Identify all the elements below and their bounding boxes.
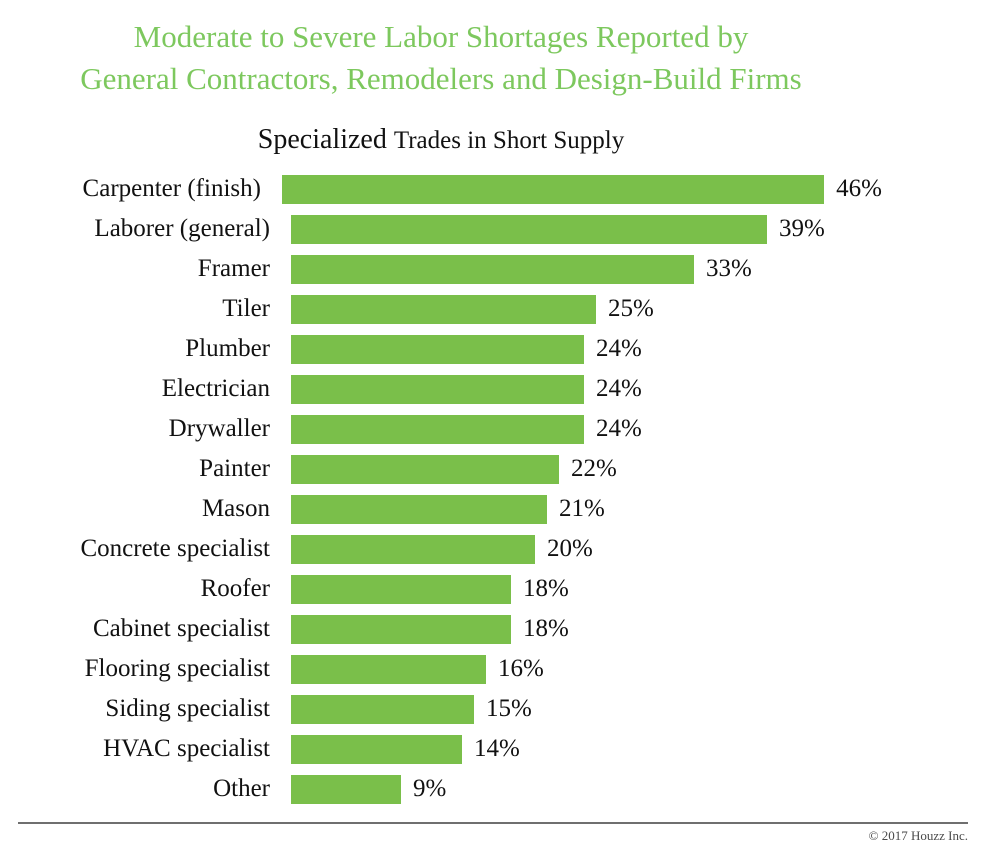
bar-value: 24% [596,335,642,362]
bar-row: Plumber 24% [0,329,882,369]
bar-value: 24% [596,375,642,402]
bar-label: Concrete specialist [80,535,270,562]
bar-value: 15% [486,695,532,722]
bar-row: Flooring specialist 16% [0,649,882,689]
bar-value: 25% [608,295,654,322]
bar-label: Carpenter (finish) [82,175,261,202]
bar-row: Painter 22% [0,449,882,489]
bar-label: Tiler [222,295,270,322]
title-line-2: General Contractors, Remodelers and Desi… [80,61,802,96]
bar-label: Painter [199,455,270,482]
bar-value: 18% [523,615,569,642]
bar [291,534,535,564]
bar-value: 39% [779,215,825,242]
bar-label: Plumber [185,335,270,362]
bar-row: Carpenter (finish) 46% [0,169,882,209]
page-title: Moderate to Severe Labor Shortages Repor… [0,0,882,100]
bar [291,214,767,244]
bar [291,734,462,764]
bar [291,414,584,444]
chart-subtitle: Specialized Trades in Short Supply [0,124,882,156]
bar-row: HVAC specialist 14% [0,729,882,769]
bar-label: Mason [201,495,270,522]
subtitle-rest: Trades in Short Supply [393,127,625,154]
bar [281,174,825,204]
bar [291,654,486,684]
subtitle-lead: Specialized [257,124,387,155]
bar-chart: Carpenter (finish) 46% Laborer (general)… [0,169,882,809]
bar-label: Other [213,775,270,802]
bar [291,574,511,604]
bar-label: Laborer (general) [94,215,270,242]
bar [291,494,547,524]
bar-label: Cabinet specialist [92,615,270,642]
bar [291,254,694,284]
bar-label: Framer [197,255,270,282]
bar [291,334,584,364]
bar-row: Electrician 24% [0,369,882,409]
bar-value: 22% [571,455,617,482]
bar-row: Roofer 18% [0,569,882,609]
bar-value: 46% [836,175,882,202]
bar-label: Roofer [200,575,270,602]
bar-row: Other 9% [0,769,882,809]
bar-row: Framer 33% [0,249,882,289]
bar-row: Cabinet specialist 18% [0,609,882,649]
bar [291,614,511,644]
copyright-notice: © 2017 Houzz Inc. [868,828,968,843]
footer-divider [18,822,968,824]
chart-content: Moderate to Severe Labor Shortages Repor… [0,0,882,809]
bar-value: 14% [474,735,520,762]
bar [291,454,559,484]
bar-row: Laborer (general) 39% [0,209,882,249]
bar-label: Flooring specialist [84,655,270,682]
bar-value: 20% [547,535,593,562]
bar [291,374,584,404]
title-line-1: Moderate to Severe Labor Shortages Repor… [133,19,749,54]
bar [291,694,474,724]
bar [291,774,401,804]
bar-value: 24% [596,415,642,442]
bar-value: 33% [706,255,752,282]
bar-value: 18% [523,575,569,602]
bar-value: 21% [559,495,605,522]
bar-value: 16% [498,655,544,682]
bar-row: Siding specialist 15% [0,689,882,729]
bar-label: Electrician [161,375,270,402]
bar-row: Concrete specialist 20% [0,529,882,569]
bar-label: Siding specialist [105,695,270,722]
bar-label: HVAC specialist [103,735,270,762]
bar-value: 9% [413,775,447,802]
bar-label: Drywaller [168,415,270,442]
bar-row: Tiler 25% [0,289,882,329]
bar [291,294,596,324]
bar-row: Drywaller 24% [0,409,882,449]
bar-row: Mason 21% [0,489,882,529]
